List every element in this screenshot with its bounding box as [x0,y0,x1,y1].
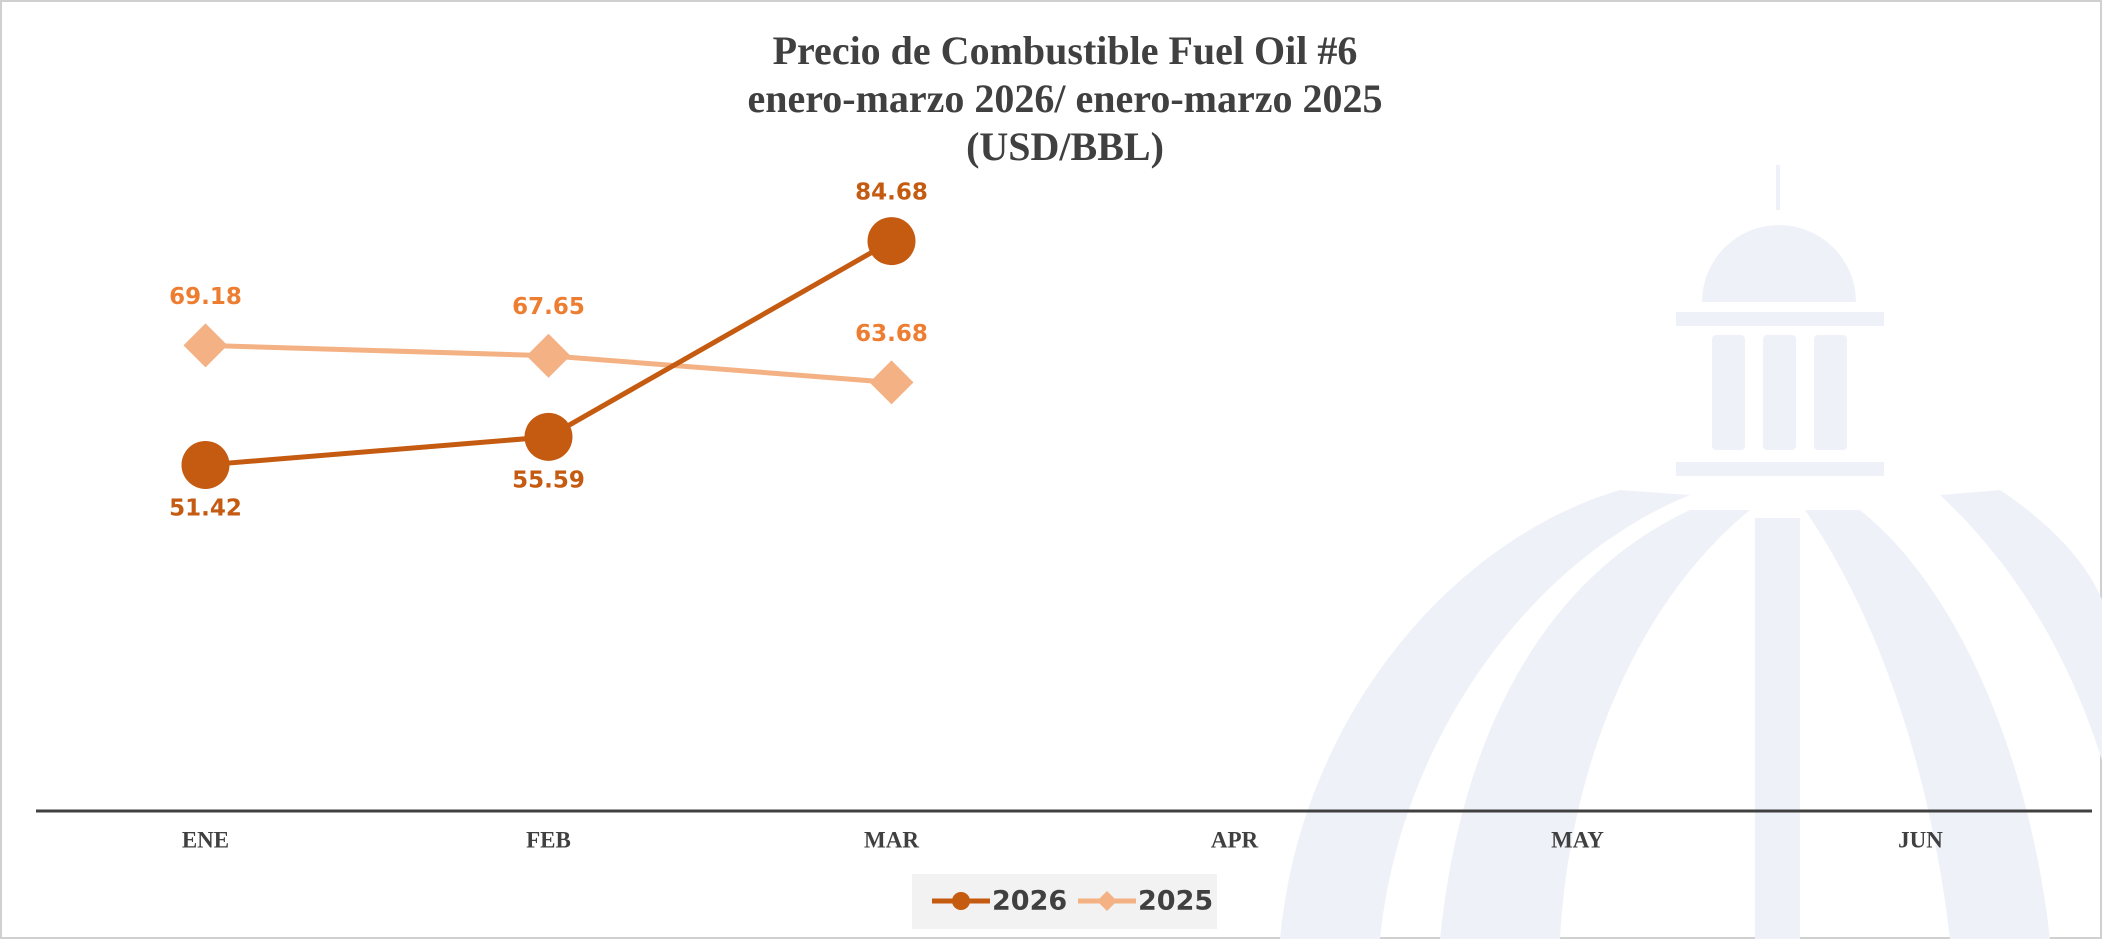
chart: Precio de Combustible Fuel Oil #6 enero-… [0,0,2102,939]
data-label: 67.65 [512,294,585,320]
x-tick-label: ENE [182,827,229,852]
data-point [525,413,573,461]
x-tick-label: MAR [864,827,919,852]
x-tick-label: FEB [526,827,571,852]
x-tick-label: MAY [1551,827,1604,852]
data-label: 51.42 [169,495,242,521]
data-label: 63.68 [855,321,928,347]
chart-title: (USD/BBL) [966,124,1164,169]
legend-marker [952,892,970,910]
data-label: 69.18 [169,284,242,310]
chart-title: Precio de Combustible Fuel Oil #6 [773,28,1358,73]
legend-label: 2026 [992,886,1067,917]
x-tick-label: JUN [1898,827,1943,852]
data-label: 55.59 [512,467,585,493]
chart-title: enero-marzo 2026/ enero-marzo 2025 [748,76,1383,121]
data-point [868,217,916,265]
data-point [182,441,230,489]
x-tick-label: APR [1211,827,1259,852]
legend-label: 2025 [1138,886,1213,917]
page: {"chart_data": {"type": "line", "title":… [0,0,2102,939]
data-label: 84.68 [855,180,928,206]
